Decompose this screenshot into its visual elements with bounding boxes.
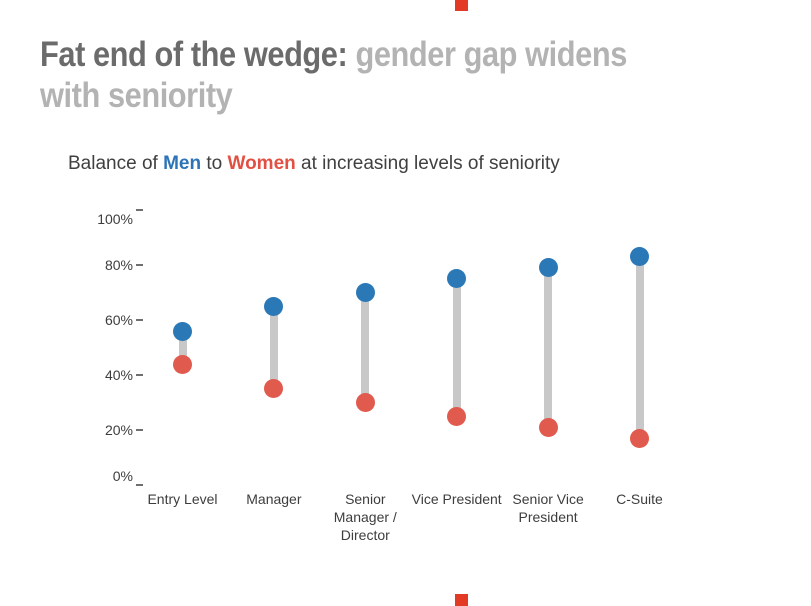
women-dot (538, 417, 558, 437)
page-title-line2: with seniority (40, 75, 709, 116)
y-tick-mark (136, 484, 143, 486)
x-category-label: Vice President (411, 491, 502, 507)
women-dot (264, 379, 284, 399)
subtitle-prefix: Balance of (68, 153, 164, 174)
gap-connector (178, 331, 187, 364)
legend-women-label: Women (227, 153, 296, 174)
men-dot (355, 283, 375, 302)
gap-connector (452, 278, 461, 417)
y-tick-label: 80% (104, 257, 133, 273)
y-tick-mark (136, 429, 143, 431)
gap-connector (269, 306, 278, 389)
women-dot (355, 393, 375, 412)
legend-men-label: Men (163, 153, 202, 174)
men-dot (630, 247, 649, 267)
y-tick-mark (136, 264, 143, 266)
page-title-line1: Fat end of the wedge: gender gap widens (40, 34, 709, 75)
y-tick-label: 20% (104, 422, 133, 438)
subtitle-suffix: at increasing levels of seniority (295, 153, 560, 174)
men-dot (538, 258, 558, 278)
x-category-label: Entry Level (147, 491, 218, 507)
page-title-light-part2: with seniority (40, 76, 233, 115)
subtitle-middle: to (201, 153, 228, 174)
red-edge-mark-bottom (455, 594, 468, 606)
y-tick-label: 60% (104, 312, 133, 328)
women-dot (630, 428, 649, 448)
women-dot (447, 406, 467, 426)
x-category-label: C-Suite (616, 491, 663, 507)
x-category-label: Manager (246, 491, 302, 507)
men-dot (264, 296, 284, 316)
gap-connector (361, 292, 370, 403)
men-dot (447, 269, 467, 289)
y-tick-label: 0% (112, 468, 133, 484)
y-tick-mark (136, 209, 143, 211)
y-tick-label: 100% (97, 211, 133, 227)
y-tick-label: 40% (104, 367, 133, 383)
x-category-label: Senior Manager / Director (333, 491, 397, 543)
gap-connector (635, 256, 644, 439)
chart-subtitle: Balance of Men to Women at increasing le… (68, 153, 560, 175)
gap-connector (544, 267, 553, 428)
men-dot (173, 321, 192, 341)
women-dot (173, 354, 192, 374)
y-tick-mark (136, 319, 143, 321)
page-title: Fat end of the wedge: gender gap widens … (40, 34, 709, 116)
y-tick-mark (136, 374, 143, 376)
red-edge-mark-top (455, 0, 468, 11)
page-title-dark-part: Fat end of the wedge: (40, 35, 356, 74)
page-title-light-part1: gender gap widens (355, 35, 627, 74)
x-category-label: Senior Vice President (512, 491, 584, 525)
